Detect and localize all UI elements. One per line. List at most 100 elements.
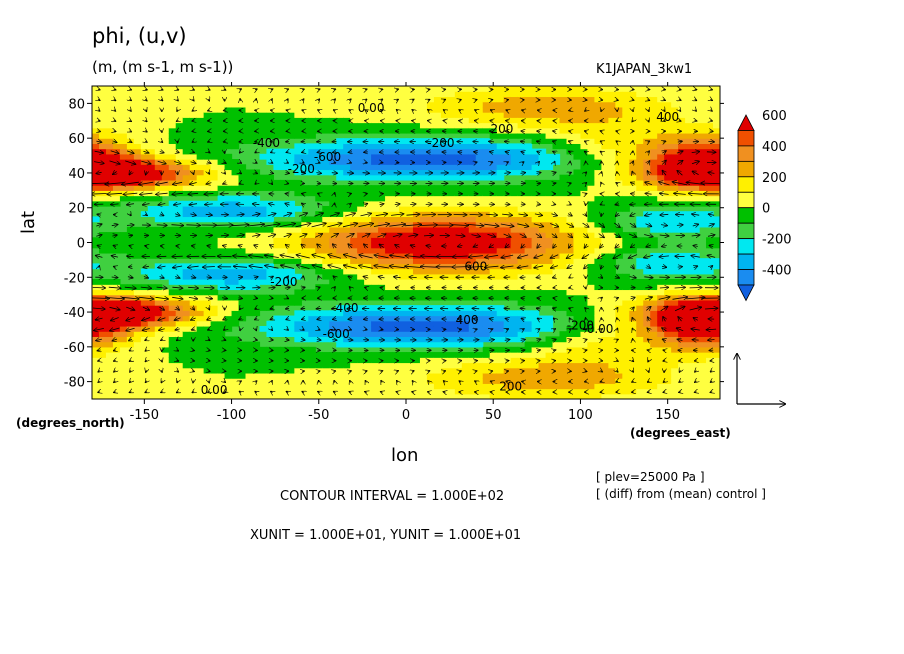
field-cell xyxy=(231,86,240,92)
field-cell xyxy=(545,242,554,249)
field-cell xyxy=(196,174,205,181)
field-cell xyxy=(538,200,547,207)
field-cell xyxy=(650,325,658,332)
field-cell xyxy=(664,148,672,155)
field-cell xyxy=(392,372,400,379)
field-cell xyxy=(329,268,337,275)
field-cell xyxy=(440,258,449,264)
field-cell xyxy=(392,205,400,212)
field-cell xyxy=(161,273,170,280)
field-cell xyxy=(671,284,679,291)
field-cell xyxy=(503,112,512,118)
field-cell xyxy=(329,378,337,384)
field-cell xyxy=(364,112,372,118)
field-cell xyxy=(231,132,240,139)
field-cell xyxy=(287,299,295,306)
field-cell xyxy=(440,200,449,207)
field-cell xyxy=(350,153,358,160)
field-cell xyxy=(433,362,442,369)
field-cell xyxy=(503,310,512,317)
field-cell xyxy=(489,132,498,139)
field-cell xyxy=(447,112,456,118)
field-cell xyxy=(217,299,226,306)
field-cell xyxy=(182,211,191,218)
field-cell xyxy=(629,341,637,348)
field-cell xyxy=(433,263,442,270)
field-cell xyxy=(105,153,114,160)
field-cell xyxy=(350,273,358,280)
field-cell xyxy=(433,106,442,113)
field-cell xyxy=(161,341,170,348)
field-cell xyxy=(147,153,156,160)
field-cell xyxy=(273,346,281,353)
field-cell xyxy=(280,362,288,369)
field-cell xyxy=(322,237,330,244)
field-cell xyxy=(678,127,686,134)
field-cell xyxy=(489,289,498,296)
field-cell xyxy=(412,320,421,327)
field-cell xyxy=(308,378,316,384)
field-cell xyxy=(552,132,561,139)
field-cell xyxy=(531,205,540,212)
field-cell xyxy=(105,315,114,322)
field-cell xyxy=(329,372,337,379)
field-cell xyxy=(350,159,358,165)
field-cell xyxy=(301,336,309,343)
field-cell xyxy=(454,273,463,280)
field-cell xyxy=(105,299,114,306)
field-cell xyxy=(503,153,512,160)
field-cell xyxy=(419,153,428,160)
field-cell xyxy=(538,367,547,374)
field-cell xyxy=(643,174,651,181)
field-cell xyxy=(161,117,170,124)
field-cell xyxy=(210,179,219,186)
field-cell xyxy=(545,101,554,108)
field-cell xyxy=(364,164,372,171)
field-cell xyxy=(238,378,247,384)
field-cell xyxy=(252,346,261,353)
field-cell xyxy=(559,346,568,353)
field-cell xyxy=(105,331,114,337)
field-cell xyxy=(406,106,414,113)
field-cell xyxy=(266,393,275,399)
field-cell xyxy=(343,289,351,296)
field-cell xyxy=(224,341,233,348)
field-cell xyxy=(231,383,240,390)
field-cell xyxy=(231,341,240,348)
field-cell xyxy=(147,237,156,244)
field-cell xyxy=(126,91,135,98)
field-cell xyxy=(119,388,128,395)
field-cell xyxy=(573,127,582,134)
field-cell xyxy=(559,268,568,275)
field-cell xyxy=(336,106,344,113)
field-cell xyxy=(706,362,714,369)
field-cell xyxy=(385,352,393,358)
field-cell xyxy=(392,112,400,118)
field-cell xyxy=(126,179,135,186)
field-cell xyxy=(622,357,630,364)
field-cell xyxy=(266,388,275,395)
field-cell xyxy=(378,268,386,275)
field-cell xyxy=(426,122,435,129)
wind-vector xyxy=(92,194,107,195)
field-cell xyxy=(378,325,386,332)
field-cell xyxy=(266,117,275,124)
field-cell xyxy=(517,200,526,207)
field-cell xyxy=(454,185,463,191)
field-cell xyxy=(224,352,233,358)
field-cell xyxy=(692,372,700,379)
field-cell xyxy=(161,393,170,399)
field-cell xyxy=(538,357,547,364)
field-cell xyxy=(322,336,330,343)
field-cell xyxy=(559,252,568,259)
field-cell xyxy=(245,294,254,301)
field-cell xyxy=(364,331,372,337)
field-cell xyxy=(399,263,407,270)
field-cell xyxy=(294,159,302,165)
field-cell xyxy=(252,284,261,291)
field-cell xyxy=(378,320,386,327)
field-cell xyxy=(685,226,693,233)
wind-vector xyxy=(129,246,131,247)
field-cell xyxy=(182,216,191,223)
field-cell xyxy=(650,200,658,207)
